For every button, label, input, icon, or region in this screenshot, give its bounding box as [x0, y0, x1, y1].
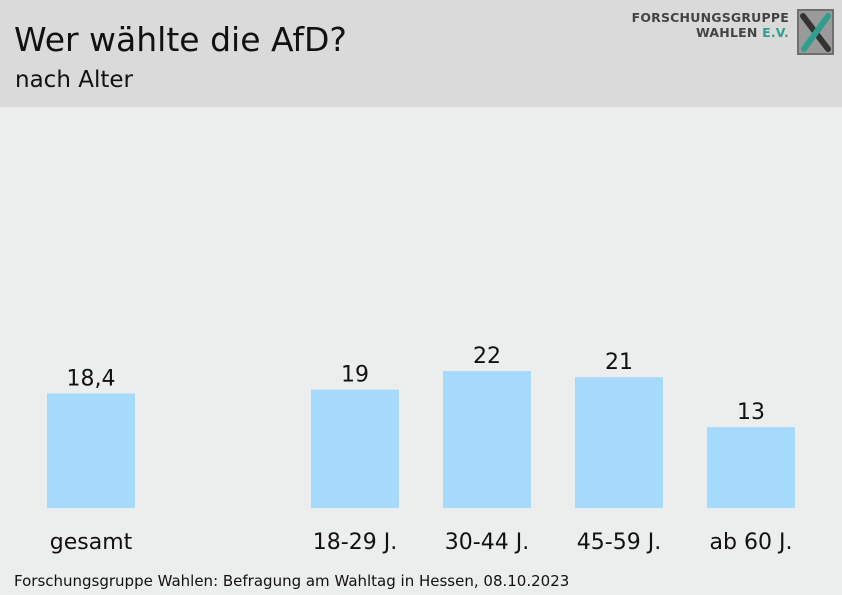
category-label-1: 18-29 J. [313, 530, 397, 555]
bar-3 [575, 377, 663, 508]
bar-1 [311, 389, 399, 508]
bar-0 [47, 393, 135, 508]
category-label-3: 45-59 J. [577, 530, 661, 555]
logo-text: FORSCHUNGSGRUPPE WAHLEN E.V. [632, 10, 789, 40]
bar-2 [443, 371, 531, 508]
bar-4 [707, 427, 795, 508]
logo-x-icon [797, 9, 834, 55]
value-label-3: 21 [605, 350, 633, 375]
value-label-2: 22 [473, 344, 501, 369]
source-note: Forschungsgruppe Wahlen: Befragung am Wa… [14, 572, 570, 590]
logo-line-2-name: WAHLEN [696, 25, 763, 40]
category-label-0: gesamt [50, 530, 133, 555]
logo-line-2: WAHLEN E.V. [632, 25, 789, 40]
logo-line-2-ev: E.V. [762, 25, 789, 40]
chart-subtitle: nach Alter [15, 67, 133, 93]
value-label-0: 18,4 [67, 366, 116, 391]
bar-chart: 18,4 gesamt 19 18-29 J. 22 30-44 J. 21 45-59 J.… [47, 344, 795, 555]
logo-line-1: FORSCHUNGSGRUPPE [631, 10, 789, 25]
category-label-4: ab 60 J. [710, 530, 793, 555]
category-label-2: 30-44 J. [445, 530, 529, 555]
header-bar: Wer wählte die AfD? nach Alter FORSCHUNG… [0, 0, 842, 107]
value-label-4: 13 [737, 400, 765, 425]
chart-title: Wer wählte die AfD? [14, 20, 347, 59]
value-label-1: 19 [341, 363, 369, 388]
